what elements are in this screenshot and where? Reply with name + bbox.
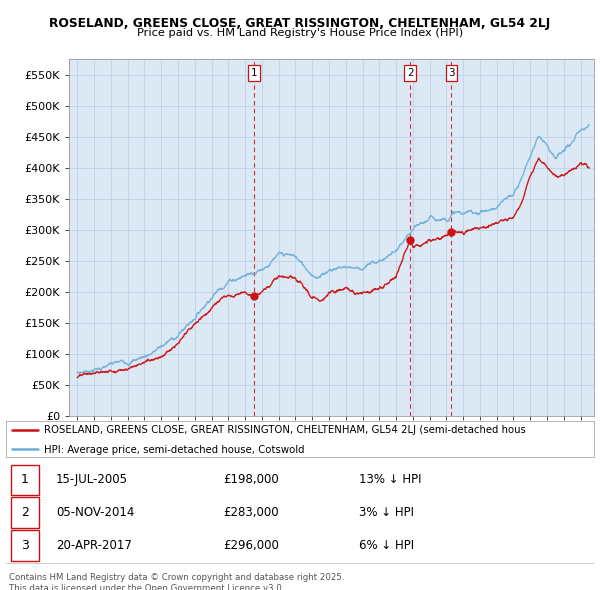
Text: 2: 2	[407, 68, 413, 78]
FancyBboxPatch shape	[11, 497, 39, 528]
Text: Price paid vs. HM Land Registry's House Price Index (HPI): Price paid vs. HM Land Registry's House …	[137, 28, 463, 38]
Text: 6% ↓ HPI: 6% ↓ HPI	[359, 539, 414, 552]
Text: HPI: Average price, semi-detached house, Cotswold: HPI: Average price, semi-detached house,…	[44, 445, 305, 454]
Text: £283,000: £283,000	[224, 506, 279, 519]
Text: 13% ↓ HPI: 13% ↓ HPI	[359, 473, 421, 486]
FancyBboxPatch shape	[11, 530, 39, 560]
Text: £296,000: £296,000	[224, 539, 280, 552]
Text: 05-NOV-2014: 05-NOV-2014	[56, 506, 134, 519]
Text: 15-JUL-2005: 15-JUL-2005	[56, 473, 128, 486]
FancyBboxPatch shape	[11, 464, 39, 495]
Text: ROSELAND, GREENS CLOSE, GREAT RISSINGTON, CHELTENHAM, GL54 2LJ (semi-detached ho: ROSELAND, GREENS CLOSE, GREAT RISSINGTON…	[44, 425, 526, 435]
Text: Contains HM Land Registry data © Crown copyright and database right 2025.
This d: Contains HM Land Registry data © Crown c…	[9, 573, 344, 590]
Text: 3: 3	[21, 539, 29, 552]
Text: 3% ↓ HPI: 3% ↓ HPI	[359, 506, 414, 519]
Text: £198,000: £198,000	[224, 473, 280, 486]
Text: 1: 1	[21, 473, 29, 486]
Text: 1: 1	[251, 68, 257, 78]
Text: 3: 3	[448, 68, 455, 78]
Text: 2: 2	[21, 506, 29, 519]
Text: ROSELAND, GREENS CLOSE, GREAT RISSINGTON, CHELTENHAM, GL54 2LJ: ROSELAND, GREENS CLOSE, GREAT RISSINGTON…	[49, 17, 551, 30]
Text: 20-APR-2017: 20-APR-2017	[56, 539, 132, 552]
